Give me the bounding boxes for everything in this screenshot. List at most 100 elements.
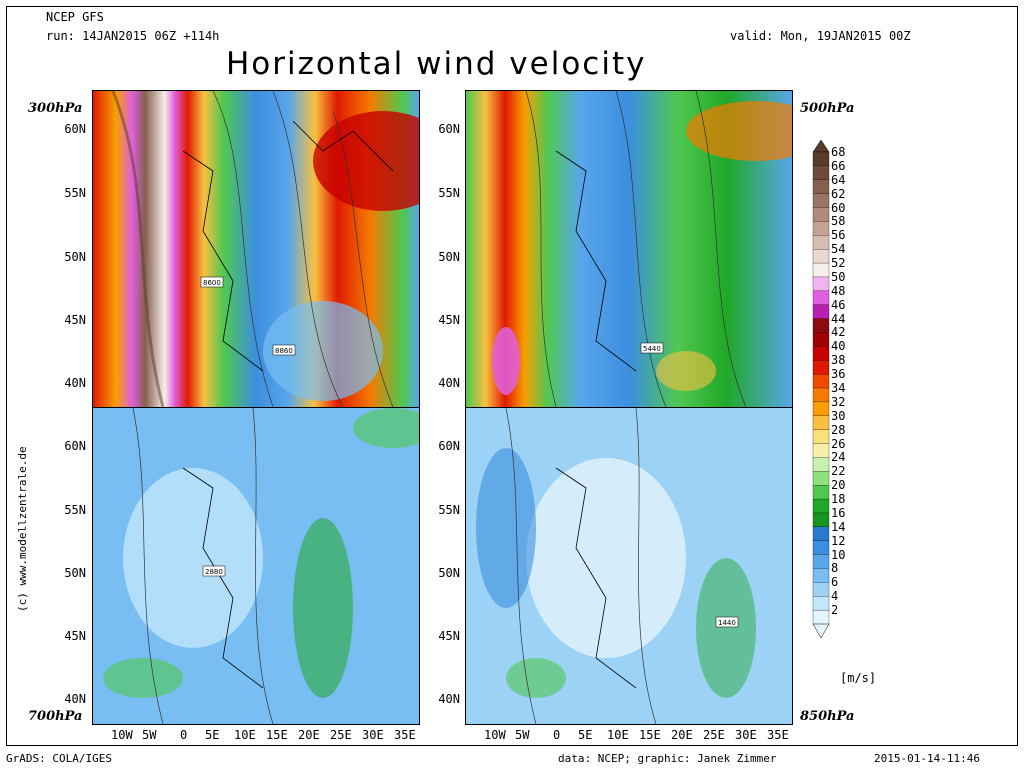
lat-label: 50N bbox=[64, 250, 86, 264]
colorbar-swatch bbox=[812, 540, 830, 556]
colorbar-swatch bbox=[812, 346, 830, 361]
lat-label: 60N bbox=[64, 439, 86, 453]
lon-label: 10E bbox=[234, 728, 256, 742]
colorbar-swatch bbox=[812, 207, 830, 222]
colorbar-tick-label: 44 bbox=[831, 311, 846, 326]
contour-label: 5440 bbox=[643, 345, 661, 353]
lat-label: 60N bbox=[438, 439, 460, 453]
lat-label: 45N bbox=[438, 313, 460, 327]
colorbar-tick-label: 66 bbox=[831, 158, 846, 173]
lon-label: 10W bbox=[484, 728, 506, 742]
data-credit: data: NCEP; graphic: Janek Zimmer bbox=[558, 752, 777, 765]
colorbar-tick-label: 58 bbox=[831, 214, 846, 229]
colorbar-tick-label: 26 bbox=[831, 436, 846, 451]
contour-label: 8860 bbox=[275, 347, 293, 355]
contour-label: 1440 bbox=[718, 619, 736, 627]
colorbar-tick-label: 8 bbox=[831, 561, 839, 576]
lat-label: 40N bbox=[438, 692, 460, 706]
colorbar-swatch bbox=[812, 360, 830, 375]
colorbar-swatch bbox=[812, 304, 830, 320]
colorbar-tick-label: 62 bbox=[831, 186, 846, 201]
lat-label: 60N bbox=[438, 122, 460, 136]
colorbar-swatch bbox=[812, 373, 830, 389]
lat-label: 40N bbox=[64, 376, 86, 390]
colorbar-tick-label: 46 bbox=[831, 297, 846, 312]
lon-label: 20E bbox=[298, 728, 320, 742]
lat-label: 50N bbox=[438, 566, 460, 580]
lon-label: 30E bbox=[362, 728, 384, 742]
map-panel-700hpa: 2880 bbox=[92, 407, 420, 725]
colorbar-swatch bbox=[812, 262, 830, 278]
colorbar-tick-label: 48 bbox=[831, 283, 846, 298]
side-credit: (c) www.modellzentrale.de bbox=[16, 446, 29, 612]
lat-label: 45N bbox=[64, 629, 86, 643]
colorbar-swatch bbox=[812, 165, 830, 181]
lon-label: 10W bbox=[111, 728, 133, 742]
valid-time: valid: Mon, 19JAN2015 00Z bbox=[730, 29, 911, 43]
colorbar-swatch bbox=[812, 318, 830, 333]
colorbar-tick-label: 54 bbox=[831, 242, 846, 257]
grads-credit: GrADS: COLA/IGES bbox=[6, 752, 112, 765]
colorbar-swatch bbox=[812, 498, 830, 514]
lat-label: 55N bbox=[438, 186, 460, 200]
units-label: [m/s] bbox=[840, 671, 877, 685]
lat-label: 55N bbox=[64, 186, 86, 200]
colorbar-swatch bbox=[812, 471, 830, 486]
lat-label: 60N bbox=[64, 122, 86, 136]
contour-label: 2880 bbox=[205, 568, 223, 576]
colorbar-tick-label: 28 bbox=[831, 422, 846, 437]
wind-field-850hpa: 1440 bbox=[466, 408, 792, 724]
colorbar-swatch bbox=[812, 512, 830, 528]
colorbar-tick-label: 56 bbox=[831, 228, 846, 243]
colorbar-swatch bbox=[812, 609, 830, 625]
wind-field-300hpa: 8600 8860 bbox=[93, 91, 419, 407]
colorbar-tick-label: 36 bbox=[831, 367, 846, 382]
level-label-700hpa: 700hPa bbox=[28, 709, 83, 724]
colorbar-swatch bbox=[812, 443, 830, 458]
colorbar-swatch bbox=[812, 249, 830, 264]
colorbar-tick-label: 10 bbox=[831, 547, 846, 562]
colorbar-tick-label: 40 bbox=[831, 339, 846, 354]
lat-label: 45N bbox=[438, 629, 460, 643]
colorbar-swatch bbox=[812, 235, 830, 250]
lat-label: 50N bbox=[438, 250, 460, 264]
colorbar bbox=[812, 140, 830, 639]
lat-label: 40N bbox=[438, 376, 460, 390]
colorbar-tick-label: 18 bbox=[831, 492, 846, 507]
page-title: Horizontal wind velocity bbox=[226, 46, 647, 82]
colorbar-tick-label: 22 bbox=[831, 464, 846, 479]
level-label-300hpa: 300hPa bbox=[28, 101, 83, 116]
wind-field-700hpa: 2880 bbox=[93, 408, 419, 724]
colorbar-swatch bbox=[812, 193, 830, 208]
colorbar-swatch bbox=[812, 179, 830, 195]
lon-label: 5W bbox=[515, 728, 530, 742]
lat-label: 55N bbox=[438, 503, 460, 517]
colorbar-tick-label: 52 bbox=[831, 256, 846, 271]
lon-label: 5E bbox=[578, 728, 593, 742]
colorbar-swatch bbox=[812, 276, 830, 292]
colorbar-tick-label: 14 bbox=[831, 519, 846, 534]
colorbar-min-arrow bbox=[812, 623, 830, 639]
colorbar-tick-label: 20 bbox=[831, 478, 846, 493]
lat-label: 50N bbox=[64, 566, 86, 580]
contour-label: 8600 bbox=[203, 279, 221, 287]
lon-label: 15E bbox=[639, 728, 661, 742]
colorbar-swatch bbox=[812, 429, 830, 444]
colorbar-swatch bbox=[812, 485, 830, 500]
colorbar-swatch bbox=[812, 568, 830, 583]
lon-label: 5E bbox=[205, 728, 220, 742]
map-panel-850hpa: 1440 bbox=[465, 407, 793, 725]
colorbar-swatch bbox=[812, 290, 830, 306]
lon-label: 30E bbox=[735, 728, 757, 742]
colorbar-tick-label: 34 bbox=[831, 381, 846, 395]
map-panel-300hpa: 8600 8860 bbox=[92, 90, 420, 408]
colorbar-tick-label: 2 bbox=[831, 603, 839, 618]
colorbar-tick-label: 16 bbox=[831, 505, 846, 520]
colorbar-swatch bbox=[812, 526, 830, 542]
colorbar-swatch bbox=[812, 401, 830, 417]
plot-frame bbox=[6, 6, 1018, 746]
run-info: run: 14JAN2015 06Z +114h bbox=[46, 29, 220, 43]
timestamp: 2015-01-14-11:46 bbox=[874, 752, 980, 765]
lon-label: 10E bbox=[607, 728, 629, 742]
colorbar-tick-label: 6 bbox=[831, 575, 839, 590]
